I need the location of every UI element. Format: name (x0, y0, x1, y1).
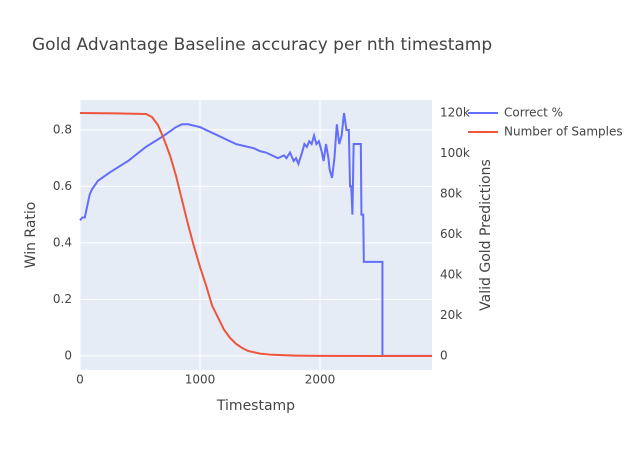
y2-tick-label: 0 (440, 349, 448, 363)
y-tick-label: 0.4 (53, 235, 72, 249)
y2-axis-title: Valid Gold Predictions (478, 159, 494, 311)
x-tick-label: 0 (76, 373, 84, 387)
legend-label: Correct % (504, 106, 563, 120)
y2-tick-label: 80k (440, 186, 462, 200)
y2-tick-label: 40k (440, 268, 462, 282)
plot-area (80, 100, 432, 370)
y2-tick-label: 60k (440, 227, 462, 241)
y2-tick-label: 20k (440, 308, 462, 322)
line-series (79, 111, 433, 358)
chart-title: Gold Advantage Baseline accuracy per nth… (32, 35, 492, 55)
y-tick-label: 0 (64, 348, 72, 362)
y-tick-label: 0.6 (53, 179, 72, 193)
y-axis-title: Win Ratio (23, 202, 39, 269)
legend-label: Number of Samples (504, 125, 623, 139)
y2-tick-label: 100k (440, 146, 470, 160)
y-tick-label: 0.2 (53, 292, 72, 306)
y-tick-label: 0.8 (53, 122, 72, 136)
x-tick-label: 1000 (185, 373, 216, 387)
x-axis-title: Timestamp (216, 398, 295, 414)
x-tick-label: 2000 (305, 373, 336, 387)
y2-tick-label: 120k (440, 105, 470, 119)
line-series (79, 112, 432, 357)
